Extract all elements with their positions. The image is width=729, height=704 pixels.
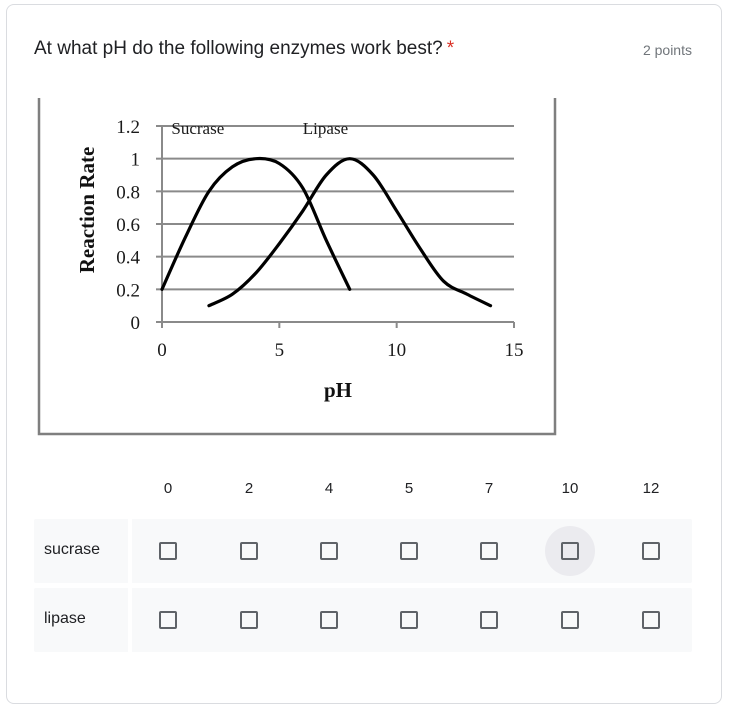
grid-row-sucrase: sucrase — [34, 519, 692, 583]
question-card — [6, 4, 722, 704]
y-tick-label: 0.4 — [116, 248, 140, 269]
checkbox-lipase-4[interactable] — [320, 611, 338, 629]
row-divider — [128, 588, 132, 652]
column-header-4: 4 — [324, 480, 334, 497]
question-title: At what pH do the following enzymes work… — [34, 38, 454, 60]
question-text: At what pH do the following enzymes work… — [34, 38, 443, 59]
checkbox-lipase-5[interactable] — [400, 611, 418, 629]
x-tick-label: 0 — [157, 340, 167, 361]
points-label: 2 points — [642, 42, 692, 58]
series-label-lipase: Lipase — [303, 119, 348, 138]
y-axis-label: Reaction Rate — [75, 147, 99, 274]
checkbox-lipase-7[interactable] — [480, 611, 498, 629]
chart-frame — [37, 98, 557, 436]
checkbox-lipase-12[interactable] — [642, 611, 660, 629]
row-divider — [128, 519, 132, 583]
enzyme-chart: 0 0.2 0.4 0.6 0.8 1 1.2 0 5 10 15 pH Reaction Rate Su… — [37, 98, 557, 436]
required-mark: * — [446, 38, 455, 59]
row-label: lipase — [44, 610, 86, 627]
checkbox-lipase-2[interactable] — [240, 611, 258, 629]
y-tick-label: 1.2 — [116, 117, 140, 138]
checkbox-sucrase-5[interactable] — [400, 542, 418, 560]
checkbox-sucrase-12[interactable] — [642, 542, 660, 560]
y-tick-label: 0 — [131, 313, 141, 334]
checkbox-sucrase-4[interactable] — [320, 542, 338, 560]
grid-row-lipase: lipase — [34, 588, 692, 652]
checkbox-lipase-10[interactable] — [561, 611, 579, 629]
series-label-sucrase: Sucrase — [171, 119, 224, 138]
x-tick-label: 15 — [505, 340, 524, 361]
checkbox-sucrase-7[interactable] — [480, 542, 498, 560]
column-header-5: 5 — [404, 480, 414, 497]
series-line-sucrase — [160, 156, 352, 291]
row-label: sucrase — [44, 541, 101, 558]
checkbox-sucrase-2[interactable] — [240, 542, 258, 560]
column-header-10: 10 — [561, 480, 579, 497]
y-tick-label: 1 — [131, 150, 141, 171]
x-tick-label: 5 — [275, 340, 285, 361]
checkbox-sucrase-0[interactable] — [159, 542, 177, 560]
series-line-lipase — [207, 157, 493, 308]
hover-halo — [545, 526, 595, 576]
column-header-2: 2 — [244, 480, 254, 497]
checkbox-lipase-0[interactable] — [159, 611, 177, 629]
x-tick-label: 10 — [387, 340, 406, 361]
y-tick-label: 0.8 — [116, 182, 140, 203]
y-tick-label: 0.2 — [116, 280, 140, 301]
column-header-7: 7 — [484, 480, 494, 497]
checkbox-sucrase-10[interactable] — [561, 542, 579, 560]
y-tick-label: 0.6 — [116, 215, 140, 236]
x-axis-label: pH — [324, 378, 352, 402]
column-header-12: 12 — [642, 480, 660, 497]
column-header-0: 0 — [163, 480, 173, 497]
